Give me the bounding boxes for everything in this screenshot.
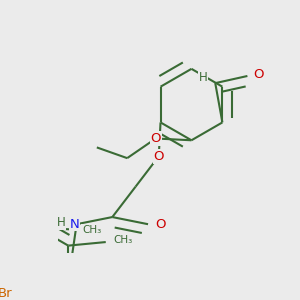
Text: N: N: [70, 218, 80, 231]
Text: CH₃: CH₃: [113, 235, 132, 245]
Text: O: O: [253, 68, 263, 81]
Text: O: O: [154, 150, 164, 163]
Text: H: H: [198, 71, 207, 84]
Text: O: O: [151, 132, 161, 145]
Text: O: O: [155, 218, 166, 231]
Text: Br: Br: [0, 287, 12, 300]
Text: H: H: [57, 216, 66, 229]
Text: CH₃: CH₃: [82, 225, 101, 235]
